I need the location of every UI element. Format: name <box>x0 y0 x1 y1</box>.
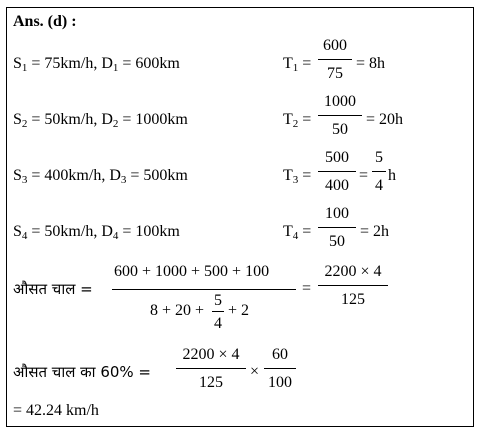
avg-equals: = <box>302 280 312 297</box>
row-1-time-label: T1 = <box>283 55 312 74</box>
row-4-fraction: 100 50 <box>318 205 356 251</box>
avg-den-right: + 2 <box>228 302 250 319</box>
row-2-time-label: T2 = <box>283 111 312 130</box>
avg-den-left: 8 + 20 + <box>150 302 205 319</box>
row-3-result-unit: h <box>388 167 396 184</box>
final-answer: = 42.24 km/h <box>13 402 99 419</box>
row-3-equals: = <box>359 167 369 184</box>
row-3-time-label: T3 = <box>283 167 312 186</box>
avg-numerator: 600 + 1000 + 500 + 100 <box>114 263 270 280</box>
row-2-fraction: 1000 50 <box>318 93 362 139</box>
avg-fraction-bar <box>112 289 296 290</box>
row-1-speed-distance: S1 = 75km/h, D1 = 600km <box>13 55 180 74</box>
row-4-time-label: T4 = <box>283 223 312 242</box>
answer-heading: Ans. (d) : <box>13 13 77 30</box>
row-4-speed-distance: S4 = 50km/h, D4 = 100km <box>13 223 180 242</box>
row-1-fraction: 600 75 <box>318 37 352 83</box>
row-2-result: = 20h <box>366 111 404 128</box>
avg-speed-label: औसत चाल = <box>13 280 93 298</box>
avg-result-fraction: 2200 × 4 125 <box>318 263 388 309</box>
answer-box <box>6 7 474 427</box>
sixty-percent-label: औसत चाल का 60% = <box>13 363 152 381</box>
row-3-fraction: 500 400 <box>318 149 356 195</box>
row-3-speed-distance: S3 = 400km/h, D3 = 500km <box>13 167 188 186</box>
row-4-result: = 2h <box>360 223 390 240</box>
row-1-result: = 8h <box>356 55 386 72</box>
row-2-speed-distance: S2 = 50km/h, D2 = 1000km <box>13 111 188 130</box>
sixty-fraction-2: 60 100 <box>264 346 296 392</box>
sixty-fraction-1: 2200 × 4 125 <box>176 346 246 392</box>
times-sign: × <box>250 363 260 380</box>
